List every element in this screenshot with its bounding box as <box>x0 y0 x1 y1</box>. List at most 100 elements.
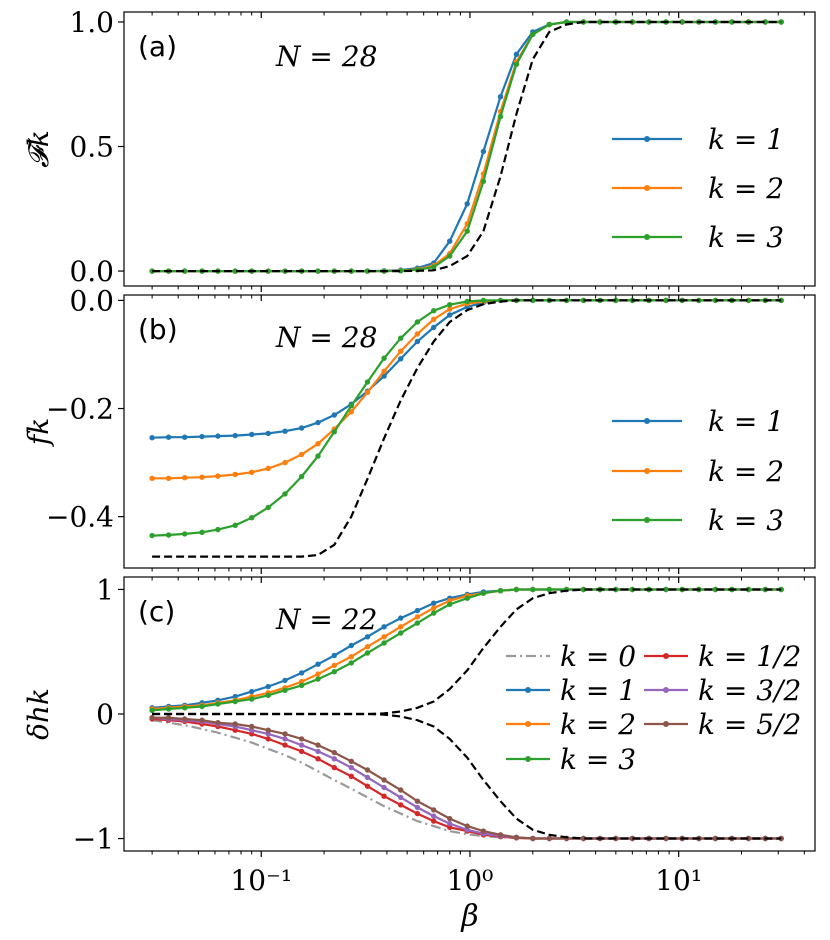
data-point <box>232 727 238 733</box>
legend-label: k = 1 <box>708 405 784 438</box>
data-point <box>381 777 387 783</box>
data-point <box>282 687 288 693</box>
legend-marker <box>663 721 669 727</box>
data-point <box>414 338 421 345</box>
series-line-k-1-2 <box>152 717 782 840</box>
series-line-k-0 <box>151 719 782 840</box>
data-point <box>182 268 188 274</box>
legend-label: k = 2 <box>708 172 784 205</box>
legend-marker <box>644 517 650 523</box>
series-line-k-3 <box>152 299 782 537</box>
data-point <box>249 431 255 438</box>
data-point <box>546 586 552 593</box>
y-tick-label: 1 <box>96 573 114 606</box>
data-point <box>530 31 536 38</box>
data-point <box>613 297 619 304</box>
data-point <box>282 742 288 748</box>
data-point <box>315 419 321 426</box>
legend-marker <box>644 234 650 240</box>
data-point <box>398 630 404 636</box>
panel-a: 0.0 0.5 1.0 𝓕k (a) N = 28 k = 1 k = 2 k = 3 <box>22 6 816 292</box>
legend-label: k = 3 <box>708 221 784 254</box>
data-point <box>282 491 288 497</box>
legend-label: k = 1/2 <box>698 640 801 673</box>
legend-label: k = 1 <box>708 123 784 156</box>
data-point <box>447 302 453 308</box>
data-point <box>348 642 354 649</box>
data-point <box>249 688 255 695</box>
data-point <box>348 660 354 666</box>
x-tick-label: 10⁰ <box>447 864 494 897</box>
data-point <box>364 634 371 640</box>
data-point <box>464 201 470 207</box>
data-point <box>414 319 421 325</box>
data-point <box>165 475 172 481</box>
data-point <box>182 434 188 440</box>
data-point <box>298 748 305 755</box>
legend-marker <box>644 468 650 474</box>
data-point <box>447 253 453 259</box>
data-point <box>249 723 255 730</box>
data-point <box>530 297 536 304</box>
data-point <box>398 335 404 341</box>
data-point <box>182 716 188 722</box>
data-point <box>431 807 437 813</box>
data-point <box>398 624 404 630</box>
data-point <box>348 403 354 409</box>
legend-label: k = 2 <box>560 708 636 741</box>
reference-dashed-line <box>152 588 782 716</box>
legend-marker <box>644 185 650 191</box>
data-point <box>282 677 288 684</box>
data-point <box>398 794 404 801</box>
data-point <box>265 465 271 472</box>
data-point <box>464 823 470 829</box>
data-point <box>663 297 669 304</box>
data-point <box>480 148 487 155</box>
x-tick-label: 10¹ <box>655 864 702 897</box>
data-point <box>182 705 188 711</box>
data-point <box>364 644 371 650</box>
data-point <box>431 316 437 322</box>
data-point <box>580 835 587 842</box>
data-point <box>663 835 669 842</box>
data-point <box>282 731 288 737</box>
y-axis-label: 𝓕k <box>22 130 55 168</box>
data-point <box>513 51 520 57</box>
data-point <box>331 749 337 756</box>
data-point <box>298 678 305 685</box>
data-point <box>447 601 453 608</box>
data-point <box>464 228 470 234</box>
data-point <box>745 297 752 304</box>
data-point <box>431 324 437 331</box>
data-point <box>513 586 520 593</box>
reference-dashed-line <box>152 20 782 273</box>
n-annotation: N = 28 <box>275 40 377 73</box>
legend-marker <box>525 756 531 762</box>
data-point <box>414 607 421 614</box>
data-point <box>381 373 387 379</box>
data-point <box>497 113 504 120</box>
x-tick-label: 10⁻¹ <box>230 864 292 897</box>
data-point <box>199 703 205 710</box>
y-tick-label: 0.0 <box>69 284 114 317</box>
data-point <box>315 748 321 755</box>
data-point <box>265 430 271 437</box>
y-tick-label: 0.0 <box>69 255 114 288</box>
data-point <box>249 515 255 521</box>
data-point <box>315 671 321 677</box>
data-point <box>447 312 453 318</box>
data-point <box>315 661 321 667</box>
y-tick-label: −0.2 <box>46 393 114 426</box>
data-point <box>762 19 768 25</box>
data-point <box>265 692 271 698</box>
data-point <box>431 818 437 824</box>
data-point <box>165 434 172 440</box>
data-point <box>381 355 387 361</box>
data-point <box>414 798 421 804</box>
data-point <box>398 348 404 354</box>
data-point <box>364 268 371 274</box>
data-point <box>546 21 552 28</box>
data-point <box>497 94 504 100</box>
legend-label: k = 5/2 <box>698 708 801 741</box>
data-point <box>364 379 371 385</box>
